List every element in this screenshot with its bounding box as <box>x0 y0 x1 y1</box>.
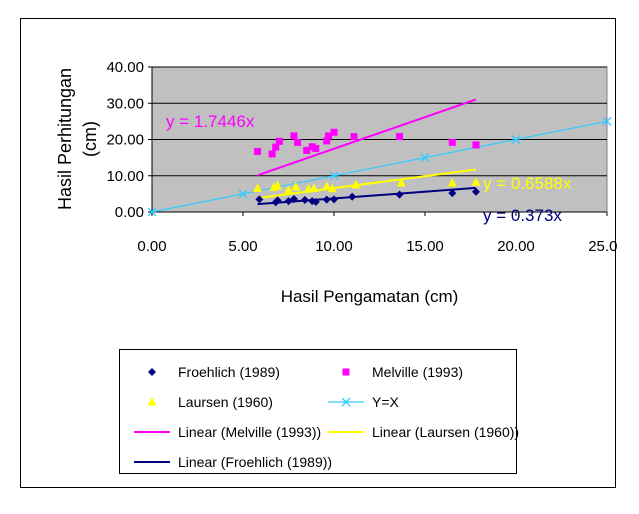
data-point-0 <box>348 192 357 201</box>
data-point-2 <box>284 185 293 194</box>
data-point-1 <box>325 132 333 140</box>
legend-symbol <box>326 393 366 411</box>
x-tick-label: 15.00 <box>406 238 444 255</box>
y-axis-title: (cm) <box>80 121 100 157</box>
data-point-3 <box>147 207 157 217</box>
y-tick-label: 40.00 <box>106 59 144 76</box>
legend-label: Froehlich (1989) <box>178 364 280 380</box>
data-point-2 <box>322 181 332 191</box>
legend-label: Y=X <box>372 394 399 410</box>
x-tick-label: 20.00 <box>497 238 535 255</box>
x-marker-stroke <box>238 189 248 199</box>
data-point-0 <box>300 196 309 205</box>
data-point-1 <box>330 128 338 136</box>
data-point-0 <box>311 197 320 206</box>
legend-symbol <box>132 423 172 441</box>
legend-item: Froehlich (1989) <box>132 363 280 381</box>
legend-item: Melville (1993) <box>326 363 463 381</box>
data-point-0 <box>471 187 480 196</box>
x-tick-label: 25.00 <box>588 238 617 255</box>
data-point-1 <box>448 138 456 146</box>
legend-item: Linear (Melville (1993)) <box>132 423 321 441</box>
legend-marker <box>342 368 350 376</box>
data-point-1 <box>268 150 276 158</box>
data-point-3 <box>238 189 248 199</box>
data-point-2 <box>253 183 263 192</box>
data-point-0 <box>330 195 338 204</box>
legend-label: Melville (1993) <box>372 364 464 380</box>
legend-item: Y=X <box>326 393 399 411</box>
trendline-equation: y = 1.7446x <box>166 112 255 131</box>
data-point-1 <box>294 138 302 146</box>
y-axis-title: Hasil Perhitungan <box>55 68 75 210</box>
data-point-3 <box>329 171 339 181</box>
legend-symbol <box>326 423 366 441</box>
data-point-1 <box>323 137 331 145</box>
legend-symbol <box>132 453 172 471</box>
data-point-0 <box>273 196 282 205</box>
data-point-0 <box>395 190 404 199</box>
data-point-1 <box>312 145 320 153</box>
x-marker-stroke <box>329 171 339 181</box>
legend-item: Linear (Laursen (1960)) <box>326 423 519 441</box>
x-marker-stroke <box>511 135 521 144</box>
data-point-3 <box>511 135 521 144</box>
y-tick-label: 10.00 <box>106 168 144 185</box>
data-point-2 <box>351 179 361 189</box>
legend-label: Linear (Melville (1993)) <box>178 424 322 440</box>
trendline-0 <box>257 98 477 177</box>
data-point-1 <box>290 132 298 140</box>
data-point-2 <box>273 180 283 190</box>
data-point-0 <box>255 195 264 204</box>
legend-item: Linear (Froehlich (1989)) <box>132 453 332 471</box>
data-point-1 <box>303 146 311 154</box>
data-point-3 <box>602 116 612 126</box>
trendline-equation: y = 0.6588x <box>483 174 572 193</box>
chart-svg: 0.00 10.00 20.00 30.00 40.00 0.00 5.00 10.00 15.… <box>55 59 617 306</box>
legend-symbol <box>132 363 172 381</box>
x-marker-stroke <box>420 153 430 163</box>
trendline-equation: y = 0.373x <box>483 206 562 225</box>
data-point-1 <box>272 143 280 151</box>
data-point-0 <box>448 189 457 198</box>
data-point-1 <box>396 133 404 141</box>
y-tick-label: 30.00 <box>106 95 144 112</box>
series-line-yx <box>151 120 608 213</box>
y-tick-label: 20.00 <box>106 132 144 149</box>
legend-label: Laursen (1960) <box>178 394 273 410</box>
data-point-2 <box>447 178 457 187</box>
legend-label: Linear (Laursen (1960)) <box>372 424 520 440</box>
x-axis-title: Hasil Pengamatan (cm) <box>281 287 459 306</box>
x-marker-stroke <box>341 397 351 407</box>
legend: Froehlich (1989) Melville (1993) Laursen (… <box>119 349 519 474</box>
x-tick-label: 10.00 <box>315 238 353 255</box>
legend-label: Linear (Froehlich (1989)) <box>178 454 333 470</box>
x-tick-label: 0.00 <box>137 238 166 255</box>
legend-symbol <box>326 363 366 381</box>
data-point-2 <box>471 177 481 186</box>
data-point-1 <box>350 133 358 141</box>
legend-symbol <box>132 393 172 411</box>
legend-item: Laursen (1960) <box>132 393 273 411</box>
data-point-1 <box>472 141 480 149</box>
trendline-1 <box>257 168 477 200</box>
data-point-1 <box>308 143 316 151</box>
data-point-2 <box>396 178 406 187</box>
data-point-0 <box>322 195 331 204</box>
x-marker-stroke <box>147 207 157 217</box>
data-point-2 <box>327 183 337 193</box>
data-point-2 <box>309 183 319 192</box>
data-point-3 <box>420 153 430 163</box>
data-point-1 <box>254 147 262 155</box>
data-point-1 <box>275 137 283 145</box>
x-tick-label: 5.00 <box>228 238 257 255</box>
legend-marker <box>148 368 156 376</box>
legend-marker <box>341 397 351 407</box>
chart-frame: 0.00 10.00 20.00 30.00 40.00 0.00 5.00 10.00 15.… <box>20 18 617 488</box>
data-point-0 <box>289 194 298 203</box>
data-point-2 <box>291 181 301 191</box>
y-tick-label: 0.00 <box>115 204 144 221</box>
x-marker-stroke <box>602 116 612 126</box>
legend-marker <box>147 397 157 406</box>
